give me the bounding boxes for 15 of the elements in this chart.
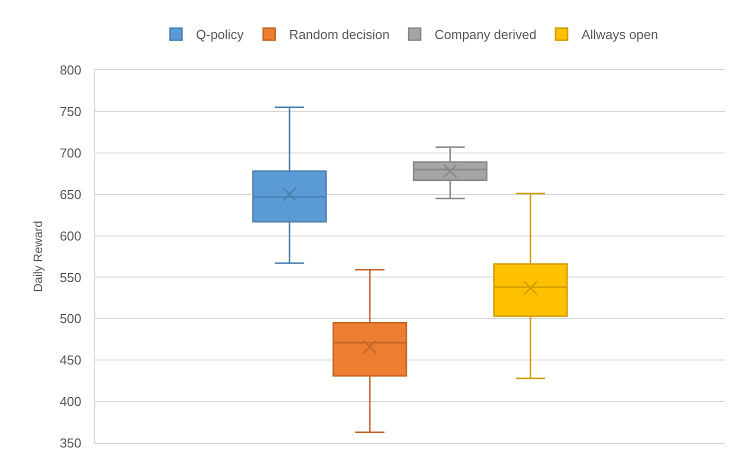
y-tick-label: 800	[60, 62, 82, 78]
legend-label: Q-policy	[196, 27, 244, 42]
y-tick-label: 550	[60, 270, 82, 285]
y-axis-title: Daily Reward	[30, 220, 45, 292]
y-tick-label: 400	[60, 394, 82, 410]
legend-label: Allways open	[582, 27, 658, 42]
y-tick-label: 450	[60, 352, 82, 368]
y-tick-label: 600	[60, 228, 82, 244]
y-tick-label: 750	[60, 104, 82, 119]
y-tick-label: 500	[60, 311, 82, 326]
y-tick-label: 650	[60, 186, 82, 202]
legend-label: Company derived	[434, 27, 537, 42]
y-tick-label: 350	[60, 436, 82, 451]
legend-label: Random decision	[289, 27, 390, 42]
y-tick-label: 700	[60, 145, 82, 160]
